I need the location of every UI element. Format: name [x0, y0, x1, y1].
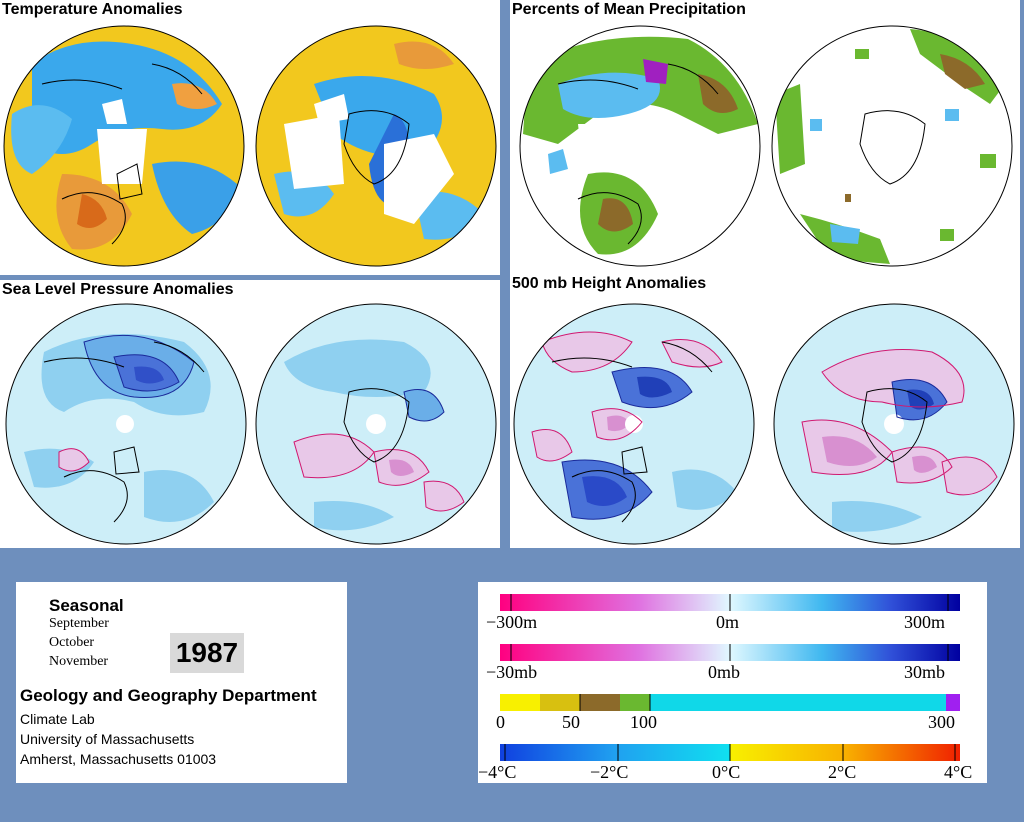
- sea-level-pressure-panel-title: Sea Level Pressure Anomalies: [0, 280, 236, 300]
- precipitation-color-bar: [500, 694, 960, 711]
- color-scale-legend: −300m 0m 300m −30mb 0mb 30mb 0 50 100 30…: [478, 582, 987, 783]
- precip-label: 50: [562, 712, 580, 732]
- address-line: Climate Lab: [20, 711, 95, 727]
- temp-label: −2°C: [590, 762, 629, 782]
- pressure-max-label: 30mb: [904, 662, 946, 682]
- pressure-color-bar: [500, 644, 960, 661]
- temp-label: 4°C: [944, 762, 973, 782]
- pressure-zero-label: 0mb: [708, 662, 741, 682]
- height-southern-hemisphere-map: [773, 303, 1015, 545]
- height-zero-label: 0m: [716, 612, 740, 632]
- month-label: November: [49, 654, 109, 669]
- temperature-anomalies-panel: Temperature Anomalies: [0, 0, 500, 275]
- precipitation-panel: Percents of Mean Precipitation: [510, 0, 1020, 275]
- temperature-northern-hemisphere-map: [3, 25, 245, 267]
- temp-label: −4°C: [478, 762, 517, 782]
- month-label: October: [49, 635, 95, 650]
- slp-southern-hemisphere-map: [255, 303, 497, 545]
- precip-label: 300: [928, 712, 955, 732]
- height-500mb-panel: 500 mb Height Anomalies: [510, 274, 1020, 548]
- year-label: 1987: [170, 633, 244, 673]
- precip-label: 0: [496, 712, 505, 732]
- slp-northern-hemisphere-map: [5, 303, 247, 545]
- month-label: September: [49, 616, 109, 631]
- season-label: Seasonal: [49, 596, 124, 615]
- precipitation-southern-hemisphere-map: [771, 25, 1013, 267]
- address-line: Amherst, Massachusetts 01003: [20, 751, 217, 767]
- temp-label: 2°C: [828, 762, 857, 782]
- precip-label: 100: [630, 712, 657, 732]
- temperature-color-bar: [500, 744, 960, 761]
- height-min-label: −300m: [486, 612, 538, 632]
- height-color-bar: [500, 594, 960, 611]
- pressure-min-label: −30mb: [486, 662, 538, 682]
- info-panel: Seasonal September October November 1987…: [16, 582, 347, 783]
- height-max-label: 300m: [904, 612, 946, 632]
- temperature-southern-hemisphere-map: [255, 25, 497, 267]
- department-label: Geology and Geography Department: [20, 686, 317, 705]
- precipitation-northern-hemisphere-map: [519, 25, 761, 267]
- sea-level-pressure-panel: Sea Level Pressure Anomalies: [0, 280, 500, 548]
- precipitation-panel-title: Percents of Mean Precipitation: [510, 0, 748, 20]
- address-line: University of Massachusetts: [20, 731, 195, 747]
- height-northern-hemisphere-map: [513, 303, 755, 545]
- temp-label: 0°C: [712, 762, 741, 782]
- height-500mb-panel-title: 500 mb Height Anomalies: [510, 274, 709, 294]
- temperature-panel-title: Temperature Anomalies: [0, 0, 185, 20]
